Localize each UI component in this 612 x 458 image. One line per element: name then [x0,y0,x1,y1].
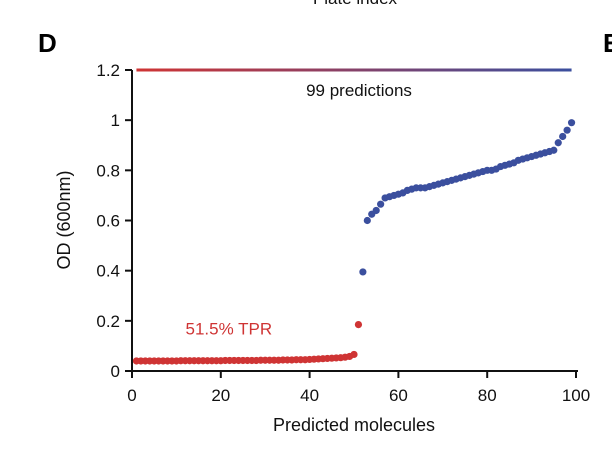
plot-area: 0 0.2 0.4 0.6 0.8 1 1.2 0 20 40 60 80 100 [96,61,590,405]
negative-point [350,350,358,359]
positive-point [554,139,562,147]
positive-point [372,206,380,215]
positive-point [559,132,567,141]
x-tick-label: 60 [389,386,408,405]
next-panel-letter: E [603,28,612,58]
y-tick-label: 1 [111,111,120,130]
y-tick-label: 1.2 [96,61,120,80]
prediction-count-label: 99 predictions [306,81,412,100]
predictions-bracket-line [136,68,572,72]
positive-point [377,200,385,208]
y-tick-label: 0 [111,362,120,381]
x-tick-label: 20 [211,386,230,405]
y-tick-label: 0.2 [96,312,120,331]
x-tick-label: 40 [300,386,319,405]
panel-letter: D [38,28,57,58]
y-axis-title: OD (600nm) [54,170,74,269]
y-tick-label: 0.8 [96,161,120,180]
negative-point [354,320,363,329]
x-axis-title: Predicted molecules [273,415,435,435]
header-cut-text: Plate index [313,0,398,8]
x-tick-label: 0 [127,386,136,405]
y-tick-label: 0.4 [96,262,120,281]
x-tick-label: 80 [478,386,497,405]
positive-point [359,268,367,276]
positive-point [550,146,558,154]
positive-point [567,119,576,127]
tpr-label: 51.5% TPR [185,319,272,338]
x-tick-label: 100 [562,386,590,405]
positive-point [563,126,571,134]
positive-point [363,216,371,225]
y-tick-label: 0.6 [96,212,120,231]
